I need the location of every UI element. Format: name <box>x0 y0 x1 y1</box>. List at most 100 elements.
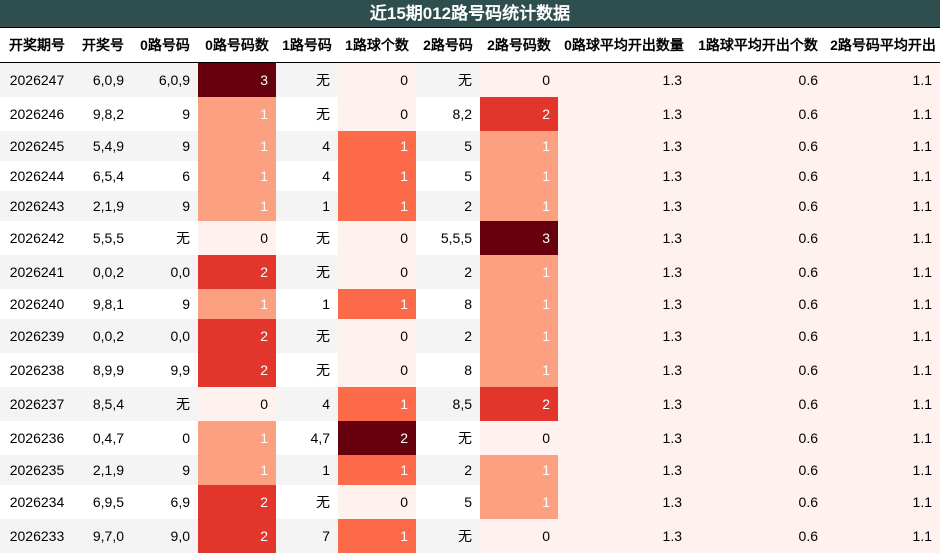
cell-route1-avg: 0.6 <box>690 288 826 319</box>
cell-route1-numbers: 1 <box>276 454 338 485</box>
cell-route0-numbers: 9 <box>132 454 198 485</box>
cell-route1-numbers: 4 <box>276 130 338 161</box>
cell-route0-count: 2 <box>198 318 276 353</box>
cell-route2-avg: 1.1 <box>826 62 940 97</box>
cell-route0-avg: 1.3 <box>558 130 690 161</box>
table-row: 2026240 9,8,1 9 1 1 1 8 1 1.3 0.6 1.1 <box>0 288 940 319</box>
cell-route2-numbers: 无 <box>416 518 480 553</box>
table-row: 2026242 5,5,5 无 0 无 0 5,5,5 3 1.3 0.6 1.1 <box>0 220 940 255</box>
cell-draw-number: 8,9,9 <box>74 352 132 387</box>
col-header-period: 开奖期号 <box>0 28 74 63</box>
cell-draw-number: 0,4,7 <box>74 420 132 455</box>
cell-period: 2026239 <box>0 318 74 353</box>
cell-route2-avg: 1.1 <box>826 288 940 319</box>
cell-route0-numbers: 9 <box>132 288 198 319</box>
cell-route2-count: 1 <box>480 130 558 161</box>
cell-period: 2026244 <box>0 160 74 191</box>
cell-period: 2026235 <box>0 454 74 485</box>
cell-route2-numbers: 5 <box>416 484 480 519</box>
cell-route2-numbers: 2 <box>416 318 480 353</box>
cell-period: 2026237 <box>0 386 74 421</box>
cell-draw-number: 0,0,2 <box>74 254 132 289</box>
cell-route0-count: 2 <box>198 484 276 519</box>
cell-route2-count: 0 <box>480 420 558 455</box>
cell-route0-avg: 1.3 <box>558 420 690 455</box>
cell-period: 2026241 <box>0 254 74 289</box>
cell-route1-numbers: 4,7 <box>276 420 338 455</box>
cell-route2-avg: 1.1 <box>826 318 940 353</box>
cell-route2-count: 1 <box>480 254 558 289</box>
col-header-route1-count: 1路球个数 <box>338 28 416 63</box>
cell-route0-numbers: 9,0 <box>132 518 198 553</box>
cell-draw-number: 9,7,0 <box>74 518 132 553</box>
table-row: 2026241 0,0,2 0,0 2 无 0 2 1 1.3 0.6 1.1 <box>0 254 940 289</box>
cell-route1-count: 1 <box>338 386 416 421</box>
cell-route1-avg: 0.6 <box>690 160 826 191</box>
col-header-route2-numbers: 2路号码 <box>416 28 480 63</box>
cell-route0-numbers: 无 <box>132 386 198 421</box>
cell-route0-numbers: 0 <box>132 420 198 455</box>
cell-route0-avg: 1.3 <box>558 254 690 289</box>
cell-route1-count: 2 <box>338 420 416 455</box>
cell-route2-count: 1 <box>480 484 558 519</box>
cell-route0-numbers: 6,9 <box>132 484 198 519</box>
cell-route1-avg: 0.6 <box>690 318 826 353</box>
col-header-route2-avg: 2路号码平均开出 <box>826 28 940 63</box>
cell-period: 2026245 <box>0 130 74 161</box>
cell-route2-numbers: 2 <box>416 190 480 221</box>
col-header-route0-count: 0路号码数 <box>198 28 276 63</box>
cell-route0-avg: 1.3 <box>558 518 690 553</box>
cell-route0-numbers: 6,0,9 <box>132 62 198 97</box>
cell-route2-avg: 1.1 <box>826 96 940 131</box>
cell-route0-avg: 1.3 <box>558 96 690 131</box>
table-row: 2026244 6,5,4 6 1 4 1 5 1 1.3 0.6 1.1 <box>0 160 940 191</box>
cell-route1-numbers: 4 <box>276 386 338 421</box>
cell-route0-numbers: 0,0 <box>132 318 198 353</box>
cell-draw-number: 9,8,1 <box>74 288 132 319</box>
cell-route2-avg: 1.1 <box>826 420 940 455</box>
cell-route1-numbers: 无 <box>276 254 338 289</box>
cell-route1-numbers: 无 <box>276 220 338 255</box>
cell-route2-numbers: 5,5,5 <box>416 220 480 255</box>
cell-route1-count: 0 <box>338 318 416 353</box>
cell-route0-count: 1 <box>198 190 276 221</box>
cell-route1-count: 1 <box>338 130 416 161</box>
cell-route1-avg: 0.6 <box>690 420 826 455</box>
cell-route1-avg: 0.6 <box>690 386 826 421</box>
table-row: 2026246 9,8,2 9 1 无 0 8,2 2 1.3 0.6 1.1 <box>0 96 940 131</box>
cell-route1-numbers: 7 <box>276 518 338 553</box>
cell-route0-count: 0 <box>198 220 276 255</box>
table-body: 2026247 6,0,9 6,0,9 3 无 0 无 0 1.3 0.6 1.1 2026246 9,… <box>0 62 940 553</box>
cell-route2-numbers: 5 <box>416 130 480 161</box>
cell-route1-avg: 0.6 <box>690 190 826 221</box>
cell-draw-number: 6,0,9 <box>74 62 132 97</box>
cell-period: 2026243 <box>0 190 74 221</box>
table-row: 2026245 5,4,9 9 1 4 1 5 1 1.3 0.6 1.1 <box>0 130 940 161</box>
cell-route1-avg: 0.6 <box>690 62 826 97</box>
cell-route0-avg: 1.3 <box>558 220 690 255</box>
cell-route2-avg: 1.1 <box>826 352 940 387</box>
cell-route1-avg: 0.6 <box>690 96 826 131</box>
cell-route2-avg: 1.1 <box>826 220 940 255</box>
cell-route0-count: 1 <box>198 420 276 455</box>
cell-route2-count: 0 <box>480 62 558 97</box>
cell-route2-avg: 1.1 <box>826 386 940 421</box>
cell-period: 2026236 <box>0 420 74 455</box>
cell-route1-numbers: 无 <box>276 318 338 353</box>
cell-route0-count: 1 <box>198 130 276 161</box>
cell-route2-avg: 1.1 <box>826 130 940 161</box>
cell-route2-count: 3 <box>480 220 558 255</box>
table-row: 2026233 9,7,0 9,0 2 7 1 无 0 1.3 0.6 1.1 <box>0 518 940 553</box>
cell-route1-count: 0 <box>338 352 416 387</box>
table-row: 2026239 0,0,2 0,0 2 无 0 2 1 1.3 0.6 1.1 <box>0 318 940 353</box>
cell-route0-count: 1 <box>198 454 276 485</box>
cell-period: 2026238 <box>0 352 74 387</box>
cell-route1-numbers: 无 <box>276 96 338 131</box>
cell-route0-numbers: 6 <box>132 160 198 191</box>
cell-route0-numbers: 9 <box>132 96 198 131</box>
header-row: 开奖期号 开奖号 0路号码 0路号码数 1路号码 1路球个数 2路号码 2路号码… <box>0 28 940 63</box>
cell-route0-avg: 1.3 <box>558 386 690 421</box>
col-header-route1-avg: 1路球平均开出个数 <box>690 28 826 63</box>
cell-route0-numbers: 无 <box>132 220 198 255</box>
stats-table: 开奖期号 开奖号 0路号码 0路号码数 1路号码 1路球个数 2路号码 2路号码… <box>0 28 940 553</box>
